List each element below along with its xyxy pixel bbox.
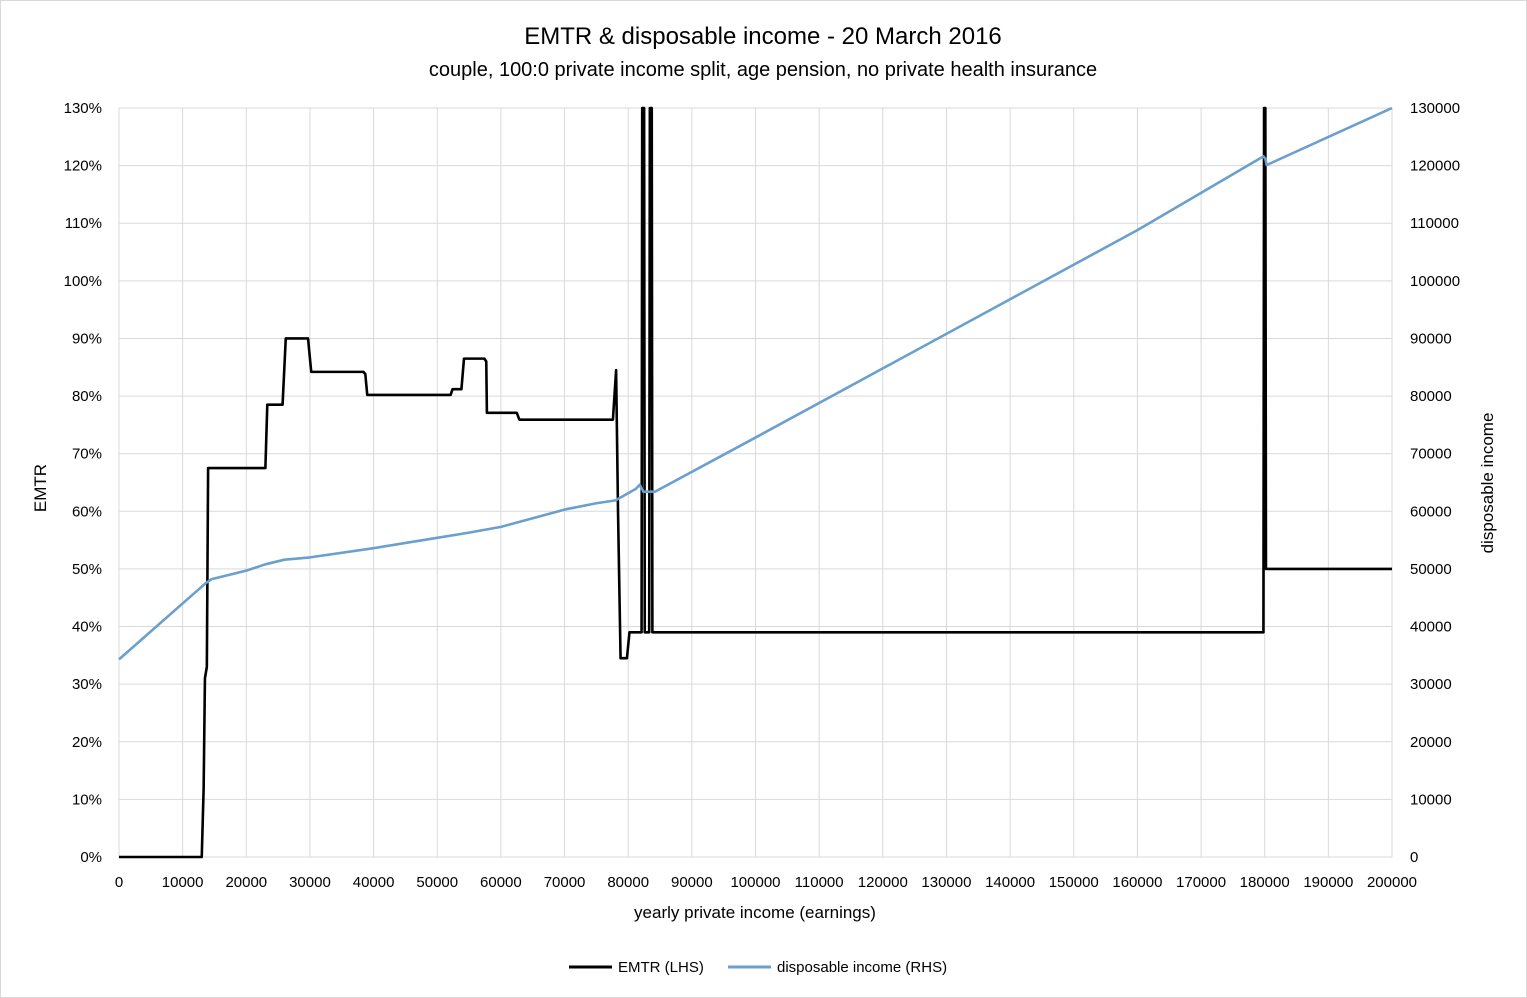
x-tick-label: 160000	[1112, 874, 1162, 891]
y-left-tick-label: 20%	[72, 734, 102, 751]
y-right-tick-label: 60000	[1410, 503, 1452, 520]
y-right-tick-label: 100000	[1410, 273, 1460, 290]
x-tick-label: 30000	[289, 874, 331, 891]
y-left-tick-label: 60%	[72, 503, 102, 520]
y-left-axis-label: EMTR	[31, 464, 50, 512]
y-left-tick-label: 110%	[65, 215, 102, 232]
chart-title: EMTR & disposable income - 20 March 2016	[524, 23, 1002, 50]
y-right-tick-label: 80000	[1410, 388, 1452, 405]
y-right-axis-label: disposable income	[1478, 413, 1497, 554]
y-left-tick-label: 120%	[64, 158, 102, 175]
y-right-tick-label: 130000	[1410, 100, 1460, 117]
y-left-tick-label: 90%	[72, 330, 102, 347]
x-tick-label: 170000	[1176, 874, 1226, 891]
x-tick-label: 0	[115, 874, 123, 891]
series-layer	[118, 106, 1393, 859]
y-right-tick-label: 10000	[1410, 791, 1452, 808]
x-tick-label: 50000	[416, 874, 458, 891]
y-left-tick-label: 70%	[72, 446, 102, 463]
y-right-tick-label: 20000	[1410, 734, 1452, 751]
series-line-emtr	[119, 106, 1392, 859]
gridlines	[118, 107, 1393, 858]
x-tick-label: 20000	[225, 874, 267, 891]
x-tick-label: 200000	[1367, 874, 1417, 891]
y-right-tick-label: 0	[1410, 849, 1418, 866]
y-left-tick-label: 100%	[64, 273, 102, 290]
x-tick-label: 190000	[1303, 874, 1353, 891]
series-line-disposable-income	[118, 106, 1393, 661]
y-left-tick-label: 10%	[72, 791, 102, 808]
y-left-tick-label: 130%	[64, 100, 102, 117]
legend-label-emtr: EMTR (LHS)	[618, 959, 704, 976]
y-left-tick-label: 0%	[80, 849, 102, 866]
x-tick-label: 10000	[162, 874, 204, 891]
y-left-tick-label: 30%	[72, 676, 102, 693]
x-tick-label: 90000	[671, 874, 713, 891]
x-tick-label: 180000	[1240, 874, 1290, 891]
y-left-tick-label: 40%	[72, 619, 102, 636]
x-tick-label: 100000	[730, 874, 780, 891]
x-tick-label: 40000	[353, 874, 395, 891]
x-tick-label: 120000	[858, 874, 908, 891]
y-right-tick-label: 40000	[1410, 619, 1452, 636]
y-right-tick-label: 110000	[1410, 215, 1459, 232]
x-tick-label: 110000	[795, 874, 844, 891]
y-right-tick-label: 30000	[1410, 676, 1452, 693]
x-axis-ticks: 0 10000 20000 30000 40000 50000 60000 70000 8000…	[115, 874, 1417, 891]
y-right-axis-ticks: 0 10000 20000 30000 40000 50000 60000 70000 8000…	[1410, 100, 1460, 866]
y-right-tick-label: 50000	[1410, 561, 1452, 578]
y-right-tick-label: 120000	[1410, 158, 1460, 175]
x-tick-label: 70000	[544, 874, 586, 891]
legend: EMTR (LHS) disposable income (RHS)	[569, 959, 947, 976]
legend-label-disposable-income: disposable income (RHS)	[777, 959, 947, 976]
y-left-axis-ticks: 0% 10% 20% 30% 40% 50% 60% 70% 80% 90% 100% 110% 120…	[64, 100, 102, 866]
x-tick-label: 150000	[1049, 874, 1099, 891]
x-tick-label: 60000	[480, 874, 522, 891]
y-right-tick-label: 70000	[1410, 446, 1452, 463]
chart-subtitle: couple, 100:0 private income split, age …	[429, 59, 1097, 81]
x-tick-label: 80000	[607, 874, 649, 891]
x-tick-label: 140000	[985, 874, 1035, 891]
x-tick-label: 130000	[921, 874, 971, 891]
x-axis-label: yearly private income (earnings)	[634, 903, 876, 922]
y-left-tick-label: 80%	[72, 388, 102, 405]
y-right-tick-label: 90000	[1410, 330, 1452, 347]
y-left-tick-label: 50%	[72, 561, 102, 578]
